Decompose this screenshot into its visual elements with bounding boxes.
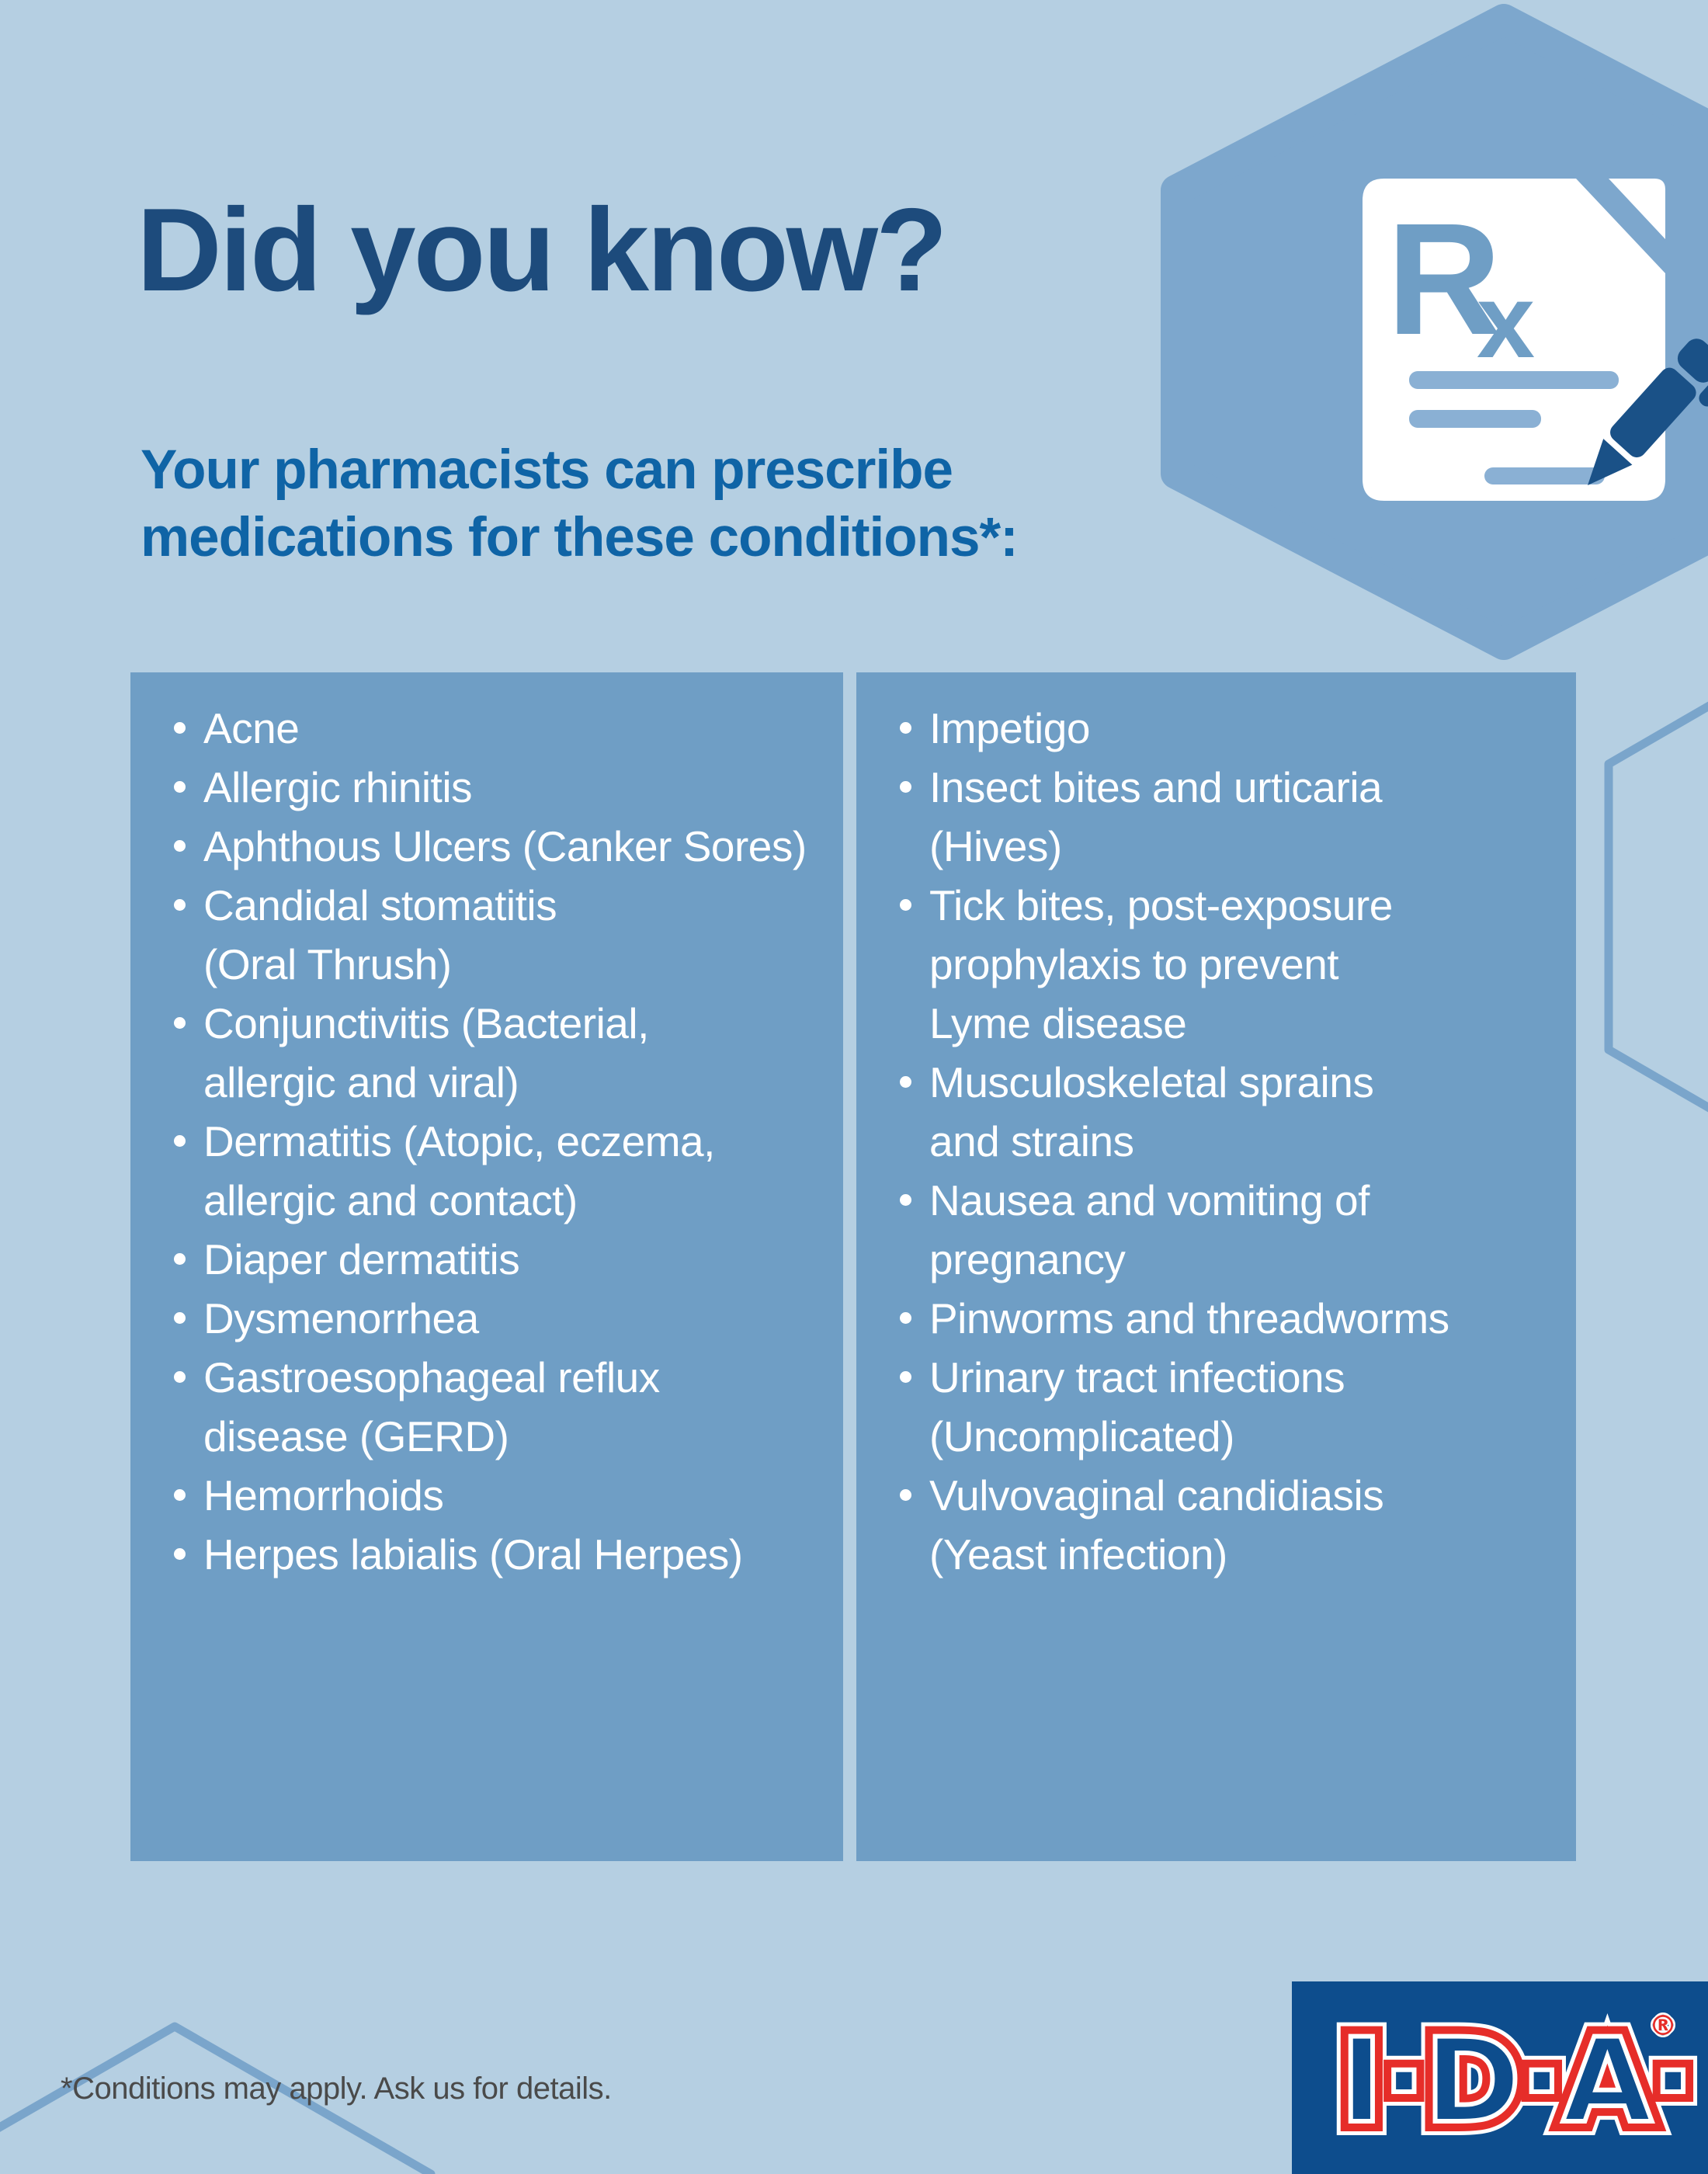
conditions-panel-left: Acne Allergic rhinitis Aphthous Ulcers (Ca…	[130, 672, 843, 1861]
conditions-list-right: Impetigo Insect bites and urticaria (Hive…	[856, 672, 1576, 1584]
condition-item: Insect bites and urticaria (Hives)	[900, 758, 1560, 876]
condition-item: Herpes labialis (Oral Herpes)	[174, 1525, 828, 1584]
document-line-2	[1409, 410, 1541, 428]
prescription-icon: R x	[1363, 179, 1708, 501]
document-fold-icon	[1609, 179, 1665, 239]
registered-mark: ®	[1649, 2010, 1677, 2042]
ida-logo: I·D·A· I·D·A· I·D·A· ®	[1326, 2000, 1708, 2163]
document-line-1	[1409, 371, 1619, 389]
condition-item: Urinary tract infections (Uncomplicated)	[900, 1348, 1560, 1466]
ida-logo-outline: I·D·A·	[1326, 2000, 1708, 2163]
signature-line	[1484, 467, 1605, 484]
condition-item: Tick bites, post-exposure prophylaxis to…	[900, 876, 1560, 1053]
condition-item: Impetigo	[900, 699, 1560, 758]
ida-logo-box: I·D·A· I·D·A· I·D·A· ®	[1292, 1981, 1708, 2174]
condition-item: Dermatitis (Atopic, eczema, allergic and…	[174, 1112, 828, 1230]
condition-item: Hemorrhoids	[174, 1466, 828, 1525]
rx-letter-r: R	[1387, 190, 1501, 368]
ida-logo-red: I·D·A·	[1330, 2004, 1705, 2159]
page-subtitle: Your pharmacists can prescribe medicatio…	[141, 439, 1019, 568]
ida-logo-fill: I·D·A·	[1338, 2012, 1697, 2151]
hexagon-outline-right-icon	[1604, 701, 1708, 1113]
conditions-list-left: Acne Allergic rhinitis Aphthous Ulcers (Ca…	[130, 672, 843, 1584]
pen-icon	[1588, 339, 1708, 485]
condition-item: Gastroesophageal reflux disease (GERD)	[174, 1348, 828, 1466]
condition-item: Dysmenorrhea	[174, 1289, 828, 1348]
condition-item: Candidal stomatitis (Oral Thrush)	[174, 876, 828, 994]
condition-item: Allergic rhinitis	[174, 758, 828, 817]
condition-item: Aphthous Ulcers (Canker Sores)	[174, 817, 828, 876]
page-title: Did you know?	[137, 184, 948, 316]
condition-item: Diaper dermatitis	[174, 1230, 828, 1289]
condition-item: Vulvovaginal candidiasis (Yeast infectio…	[900, 1466, 1560, 1584]
conditions-panel-right: Impetigo Insect bites and urticaria (Hive…	[856, 672, 1576, 1861]
condition-item: Acne	[174, 699, 828, 758]
condition-item: Pinworms and threadworms	[900, 1289, 1560, 1348]
condition-item: Conjunctivitis (Bacterial, allergic and …	[174, 994, 828, 1112]
condition-item: Nausea and vomiting of pregnancy	[900, 1171, 1560, 1289]
footnote: *Conditions may apply. Ask us for detail…	[61, 2072, 612, 2106]
rx-letter-x: x	[1477, 262, 1535, 380]
condition-item: Musculoskeletal sprains and strains	[900, 1053, 1560, 1171]
